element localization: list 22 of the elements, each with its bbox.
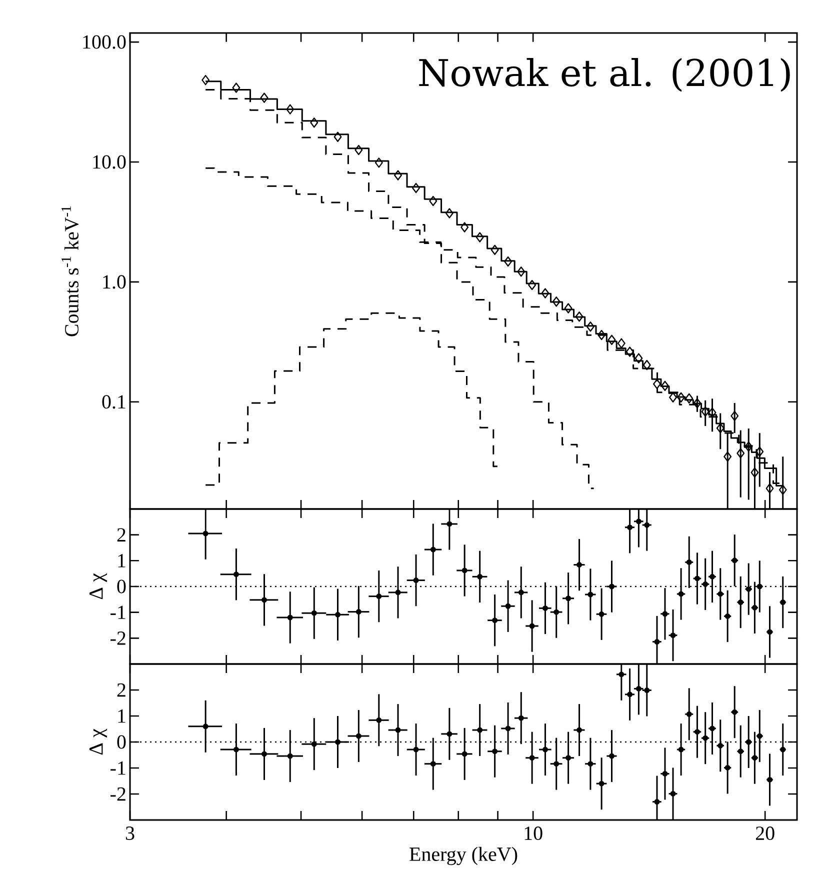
y-axis-title: Counts s$^{-1}$ keV$^{-1}$: [62, 206, 79, 336]
x-tick-label: 10: [524, 826, 542, 840]
x-axis-title: Energy (keV): [410, 846, 518, 866]
y-tick-label: 2: [117, 528, 126, 542]
y-tick-label: -1: [110, 606, 126, 619]
y-tick-label: -2: [110, 632, 126, 645]
x-tick-label: 3: [126, 826, 134, 840]
y-tick-label: 0: [117, 735, 126, 749]
y-tick-label: 1: [118, 709, 126, 723]
y-tick-label: -2: [110, 787, 126, 801]
y-axis-title: Δ χ: [89, 573, 107, 600]
y-tick-label: -1: [110, 761, 126, 775]
y-tick-label: 1: [118, 554, 126, 568]
y-tick-label: 1.0: [103, 275, 126, 289]
y-tick-label: 0: [117, 580, 126, 594]
annotation: Nowak et al. (2001): [419, 58, 790, 92]
y-tick-label: 2: [117, 683, 126, 697]
y-tick-label: 0.1: [102, 395, 126, 409]
x-tick-label: 20: [756, 826, 774, 840]
y-axis-title: Δ χ: [89, 728, 107, 755]
y-tick-label: 100.0: [83, 35, 126, 49]
y-tick-label: 10.0: [93, 155, 126, 169]
